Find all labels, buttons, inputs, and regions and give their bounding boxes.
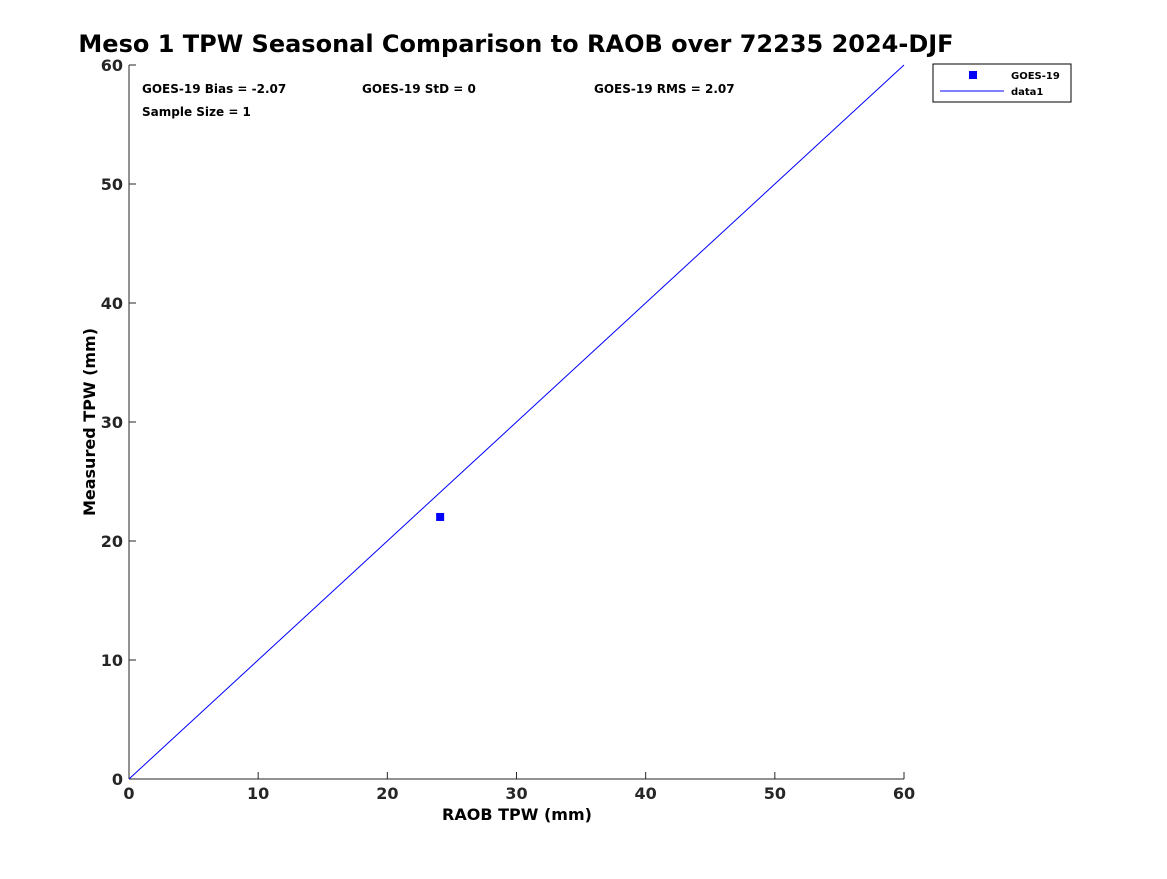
x-tick-label: 20 bbox=[376, 784, 398, 803]
annotation-std: GOES-19 StD = 0 bbox=[362, 82, 476, 96]
y-tick-label: 30 bbox=[101, 413, 123, 432]
plot-area: 0 10 20 30 40 50 60 0 10 20 30 40 50 60 bbox=[101, 56, 915, 803]
annotation-rms: GOES-19 RMS = 2.07 bbox=[594, 82, 735, 96]
annotation-bias: GOES-19 Bias = -2.07 bbox=[142, 82, 286, 96]
chart-title: Meso 1 TPW Seasonal Comparison to RAOB o… bbox=[78, 30, 953, 58]
x-tick-label: 30 bbox=[505, 784, 527, 803]
y-tick-label: 60 bbox=[101, 56, 123, 75]
x-tick-label: 60 bbox=[893, 784, 915, 803]
y-tick-label: 10 bbox=[101, 651, 123, 670]
legend-box bbox=[932, 63, 1072, 103]
y-tick-label: 40 bbox=[101, 294, 123, 313]
x-tick-label: 10 bbox=[247, 784, 269, 803]
y-tick-label: 50 bbox=[101, 175, 123, 194]
x-axis-label: RAOB TPW (mm) bbox=[442, 805, 592, 824]
legend: GOES-19 data1 bbox=[932, 63, 1072, 103]
legend-label-goes-19: GOES-19 bbox=[1011, 71, 1060, 82]
x-tick-label: 50 bbox=[764, 784, 786, 803]
y-tick-label: 0 bbox=[112, 770, 123, 789]
data-point-goes-19 bbox=[436, 512, 445, 521]
y-tick-label: 20 bbox=[101, 532, 123, 551]
series-line-data1 bbox=[128, 64, 905, 780]
legend-marker-goes-19 bbox=[969, 71, 977, 79]
y-axis-label: Measured TPW (mm) bbox=[80, 328, 99, 516]
annotation-sample-size: Sample Size = 1 bbox=[142, 105, 251, 119]
x-tick-label: 0 bbox=[123, 784, 134, 803]
x-tick-label: 40 bbox=[635, 784, 657, 803]
legend-label-data1: data1 bbox=[1011, 87, 1043, 98]
